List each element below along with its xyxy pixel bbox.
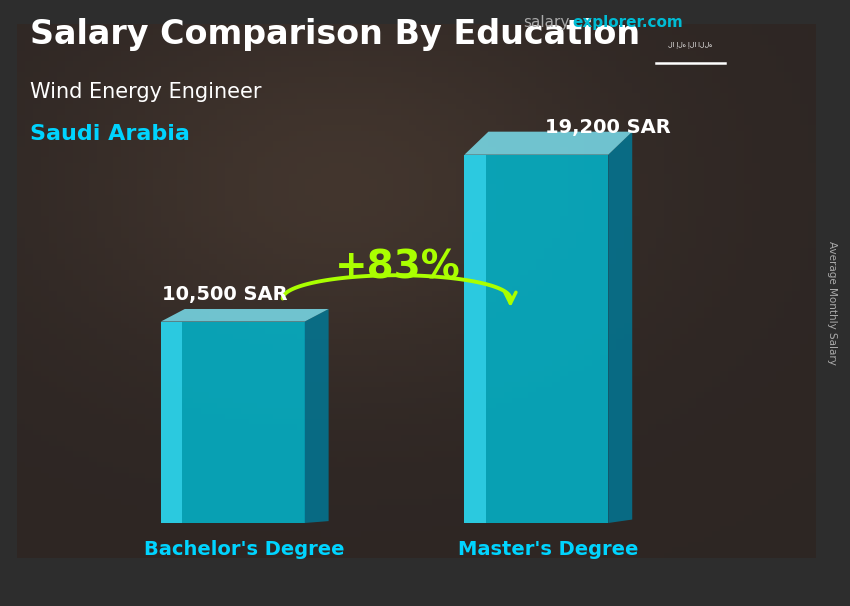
Text: Wind Energy Engineer: Wind Energy Engineer — [30, 82, 261, 102]
Polygon shape — [161, 309, 329, 322]
Polygon shape — [464, 132, 632, 155]
Polygon shape — [609, 132, 632, 523]
Text: لا إله إلا الله: لا إله إلا الله — [668, 41, 713, 48]
Text: Bachelor's Degree: Bachelor's Degree — [144, 541, 345, 559]
Text: 19,200 SAR: 19,200 SAR — [546, 118, 672, 138]
Polygon shape — [161, 322, 304, 523]
Text: explorer.com: explorer.com — [572, 15, 683, 30]
Polygon shape — [161, 322, 183, 523]
Polygon shape — [464, 155, 486, 523]
Text: Salary Comparison By Education: Salary Comparison By Education — [30, 18, 640, 51]
Polygon shape — [304, 309, 329, 523]
Text: Average Monthly Salary: Average Monthly Salary — [827, 241, 837, 365]
Text: Master's Degree: Master's Degree — [458, 541, 638, 559]
Text: +83%: +83% — [335, 248, 461, 287]
Text: 10,500 SAR: 10,500 SAR — [162, 285, 287, 304]
Polygon shape — [464, 155, 609, 523]
Text: salary: salary — [523, 15, 570, 30]
Text: Saudi Arabia: Saudi Arabia — [30, 124, 190, 144]
